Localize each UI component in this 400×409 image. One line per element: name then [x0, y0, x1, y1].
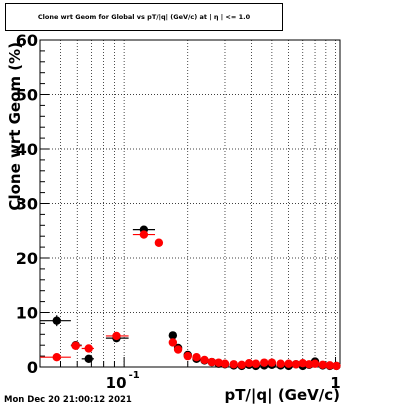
data-point — [284, 359, 293, 368]
data-point — [298, 358, 307, 368]
chart-title: Clone wrt Geom for Global vs pT/|q| (GeV… — [37, 13, 251, 21]
data-point — [251, 359, 261, 368]
data-point — [214, 358, 223, 367]
data-point — [112, 331, 121, 341]
data-point — [260, 358, 269, 367]
data-point — [71, 341, 80, 350]
data-point — [318, 360, 327, 370]
data-point — [52, 316, 61, 325]
data-point — [139, 230, 149, 239]
y-axis-label: Clone wrt Geom (%) — [6, 42, 24, 211]
x-tick-label-exponent: -1 — [129, 370, 140, 381]
y-tick-label: 50 — [16, 86, 38, 105]
data-point — [276, 359, 285, 368]
data-point — [310, 359, 320, 368]
data-point — [52, 352, 61, 362]
grid-layer — [40, 40, 340, 367]
x-tick-labels: 10 -1 1 — [106, 370, 341, 392]
data-point — [332, 361, 341, 371]
y-tick-label: 60 — [16, 31, 38, 50]
y-tick-label: 0 — [27, 358, 38, 377]
data-point — [237, 360, 246, 370]
data-point — [220, 359, 230, 368]
data-point — [168, 331, 178, 340]
data-point — [173, 345, 183, 354]
data-marks — [40, 225, 341, 371]
x-axis-label: pT/|q| (GeV/c) — [224, 386, 340, 405]
data-point — [267, 358, 277, 367]
data-point — [154, 238, 164, 247]
data-point — [168, 338, 178, 347]
title-box: Clone wrt Geom for Global vs pT/|q| (GeV… — [5, 3, 283, 31]
y-tick-label: 40 — [16, 140, 38, 159]
data-point — [229, 360, 238, 369]
x-tick-label: 1 — [330, 374, 340, 392]
y-tick-label: 30 — [16, 195, 38, 214]
data-point — [291, 360, 301, 369]
tick-layer — [40, 39, 337, 368]
data-point — [200, 355, 209, 365]
y-tick-labels: 0 10 20 30 40 50 60 — [16, 31, 38, 377]
data-point — [244, 358, 254, 368]
data-point — [325, 361, 335, 370]
x-tick-label: 10 — [106, 374, 127, 392]
data-point — [207, 357, 217, 367]
y-tick-label: 10 — [16, 304, 38, 323]
data-point — [183, 351, 192, 361]
data-point — [84, 354, 93, 364]
data-point — [84, 344, 93, 353]
data-point — [192, 352, 201, 362]
date-stamp: Mon Dec 20 21:00:12 2021 — [4, 395, 132, 405]
y-tick-label: 20 — [16, 249, 38, 268]
